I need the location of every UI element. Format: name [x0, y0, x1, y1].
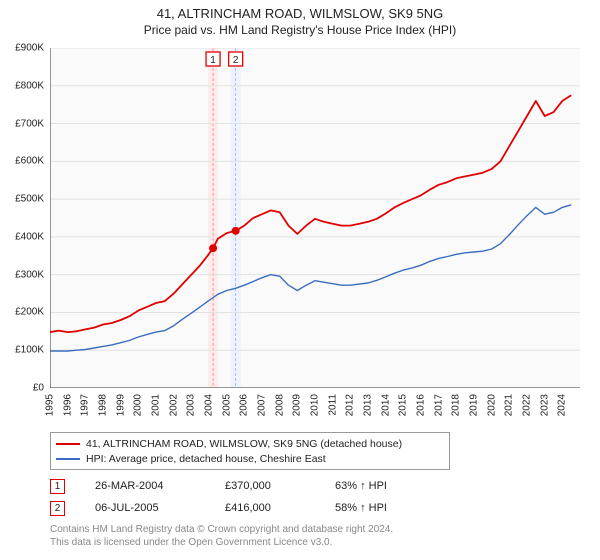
x-tick-label: 2015 — [398, 394, 409, 416]
x-tick-label: 2020 — [486, 394, 497, 416]
x-tick-label: 2011 — [327, 394, 338, 416]
x-tick-label: 1996 — [62, 394, 73, 416]
x-tick-label: 1995 — [45, 394, 56, 416]
sale-marker: 1 — [50, 479, 65, 494]
x-tick-label: 2002 — [168, 394, 179, 416]
sale-row: 2 06-JUL-2005 £416,000 58% ↑ HPI — [50, 497, 435, 519]
sale-price: £370,000 — [225, 480, 305, 492]
y-tick-label: £100K — [15, 345, 44, 356]
y-axis: £0£100K£200K£300K£400K£500K£600K£700K£80… — [0, 48, 48, 388]
legend-label: 41, ALTRINCHAM ROAD, WILMSLOW, SK9 5NG (… — [86, 438, 402, 450]
legend-label: HPI: Average price, detached house, Ches… — [86, 453, 326, 465]
x-axis: 1995199619971998199920002001200220032004… — [50, 390, 580, 430]
x-tick-label: 2010 — [310, 394, 321, 416]
x-tick-label: 2007 — [257, 394, 268, 416]
page-subtitle: Price paid vs. HM Land Registry's House … — [0, 23, 600, 37]
x-tick-label: 2017 — [433, 394, 444, 416]
x-tick-label: 2008 — [274, 394, 285, 416]
x-tick-label: 2009 — [292, 394, 303, 416]
x-tick-label: 1998 — [98, 394, 109, 416]
y-tick-label: £700K — [15, 118, 44, 129]
legend-item: HPI: Average price, detached house, Ches… — [56, 451, 444, 466]
y-tick-label: £600K — [15, 156, 44, 167]
x-tick-label: 2005 — [221, 394, 232, 416]
sale-row: 1 26-MAR-2004 £370,000 63% ↑ HPI — [50, 475, 435, 497]
sale-hpi-delta: 58% ↑ HPI — [335, 502, 435, 514]
page-title: 41, ALTRINCHAM ROAD, WILMSLOW, SK9 5NG — [0, 6, 600, 21]
legend-swatch — [56, 458, 80, 460]
x-tick-label: 2006 — [239, 394, 250, 416]
sale-marker: 2 — [50, 501, 65, 516]
x-tick-label: 2018 — [451, 394, 462, 416]
x-tick-label: 2019 — [469, 394, 480, 416]
svg-text:2: 2 — [233, 55, 239, 66]
x-tick-label: 1999 — [115, 394, 126, 416]
legend: 41, ALTRINCHAM ROAD, WILMSLOW, SK9 5NG (… — [50, 432, 450, 470]
x-tick-label: 2024 — [557, 394, 568, 416]
y-tick-label: £300K — [15, 269, 44, 280]
x-tick-label: 1997 — [80, 394, 91, 416]
legend-item: 41, ALTRINCHAM ROAD, WILMSLOW, SK9 5NG (… — [56, 436, 444, 451]
x-tick-label: 2016 — [416, 394, 427, 416]
y-tick-label: £900K — [15, 43, 44, 54]
footer-line-1: Contains HM Land Registry data © Crown c… — [50, 524, 393, 537]
sale-hpi-delta: 63% ↑ HPI — [335, 480, 435, 492]
x-tick-label: 2000 — [133, 394, 144, 416]
sales-list: 1 26-MAR-2004 £370,000 63% ↑ HPI 2 06-JUL-200… — [50, 475, 435, 519]
y-tick-label: £400K — [15, 231, 44, 242]
y-tick-label: £200K — [15, 307, 44, 318]
footer-attribution: Contains HM Land Registry data © Crown c… — [50, 524, 393, 549]
x-tick-label: 2004 — [204, 394, 215, 416]
x-tick-label: 2001 — [151, 394, 162, 416]
x-tick-label: 2012 — [345, 394, 356, 416]
x-tick-label: 2022 — [522, 394, 533, 416]
x-tick-label: 2014 — [380, 394, 391, 416]
footer-line-2: This data is licensed under the Open Gov… — [50, 537, 393, 550]
x-tick-label: 2013 — [363, 394, 374, 416]
legend-swatch — [56, 443, 80, 445]
y-tick-label: £800K — [15, 80, 44, 91]
x-tick-label: 2003 — [186, 394, 197, 416]
price-chart: 12 — [50, 48, 580, 388]
sale-date: 06-JUL-2005 — [95, 502, 195, 514]
sale-price: £416,000 — [225, 502, 305, 514]
x-tick-label: 2021 — [504, 394, 515, 416]
x-tick-label: 2023 — [539, 394, 550, 416]
y-tick-label: £500K — [15, 194, 44, 205]
chart-svg: 12 — [50, 48, 580, 388]
sale-date: 26-MAR-2004 — [95, 480, 195, 492]
y-tick-label: £0 — [33, 383, 44, 394]
svg-text:1: 1 — [210, 55, 216, 66]
